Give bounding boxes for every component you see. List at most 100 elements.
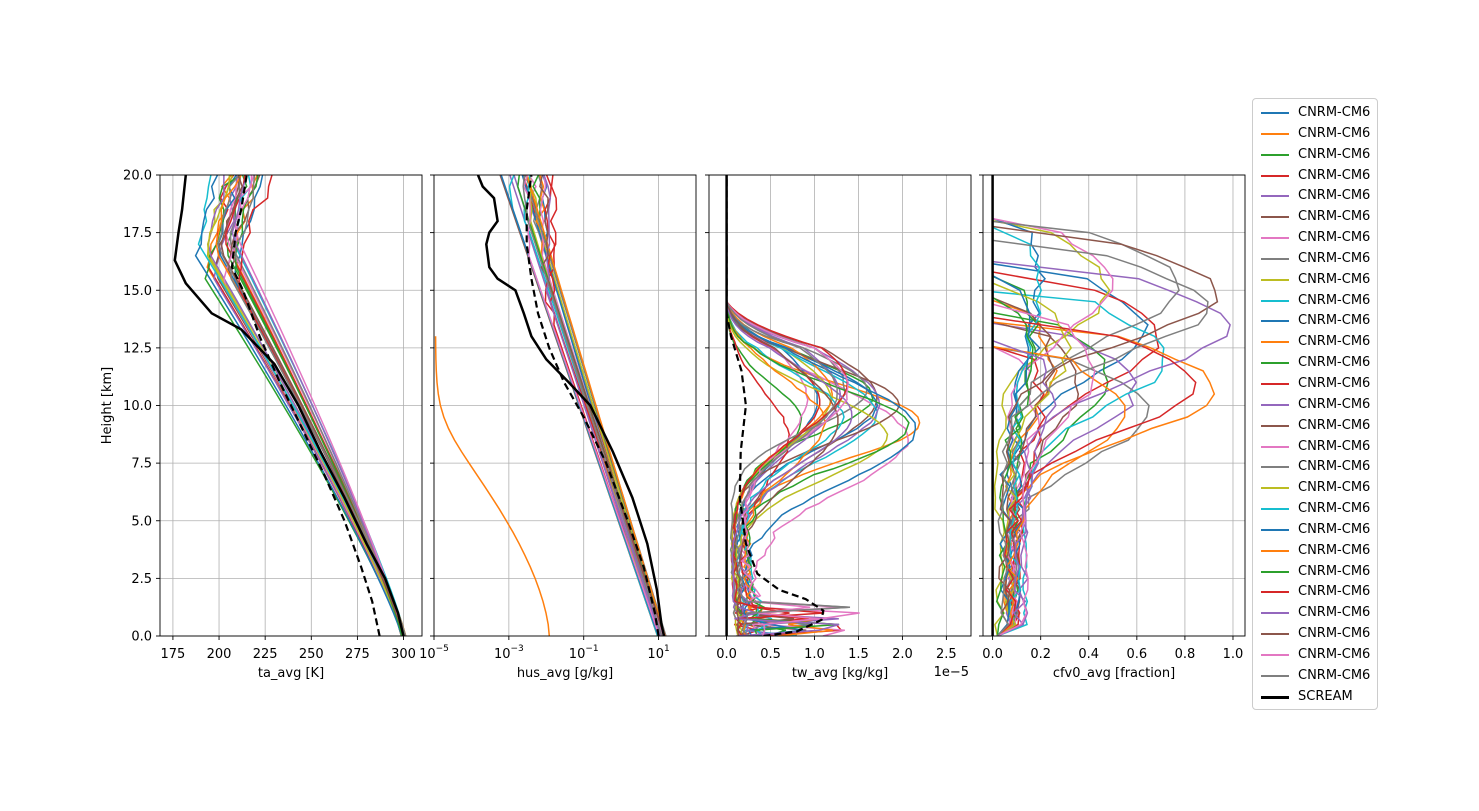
model-line (725, 175, 843, 636)
x-tick-label: 2.0 (892, 647, 913, 662)
legend-swatch (1261, 153, 1289, 156)
panel-tw: 0.0 0.5 1.0 1.5 2.0 2.5 tw_avg [kg/kg] 1e−5 (705, 174, 972, 681)
x-tick-label: 300 (391, 647, 416, 662)
legend-item: CNRM-CM6 (1253, 103, 1377, 124)
legend-item: CNRM-CM6 (1253, 395, 1377, 416)
y-tick-label: 5.0 (131, 514, 152, 529)
model-line (991, 175, 1096, 636)
legend-swatch (1261, 445, 1289, 448)
x-tick-label: 0.0 (982, 647, 1003, 662)
legend-swatch (1261, 341, 1289, 344)
obs-dashed-line (525, 175, 660, 636)
legend-swatch (1261, 278, 1289, 281)
legend-swatch (1261, 487, 1289, 490)
y-tick-label: 2.5 (131, 572, 152, 587)
model-line (235, 175, 405, 636)
scream-line (476, 175, 666, 636)
legend-label: CNRM-CM6 (1298, 626, 1371, 642)
model-line (991, 175, 1057, 636)
model-line (991, 175, 1231, 636)
x-axis-label: ta_avg [K] (258, 666, 324, 681)
legend-label: CNRM-CM6 (1298, 501, 1371, 517)
model-line (194, 175, 403, 636)
y-tick-label: 12.5 (123, 341, 152, 356)
y-tick-label: 0.0 (131, 630, 152, 645)
x-axis-label: tw_avg [kg/kg] (792, 666, 888, 681)
x-tick-label: 0.4 (1078, 647, 1099, 662)
legend-label: CNRM-CM6 (1298, 375, 1371, 391)
legend-label: CNRM-CM6 (1298, 271, 1371, 287)
y-tick-label: 15.0 (123, 284, 152, 299)
legend-swatch (1261, 549, 1289, 552)
legend-swatch (1261, 403, 1289, 406)
x-tick-label: 10−1 (569, 644, 599, 662)
y-tick-label: 7.5 (131, 457, 152, 472)
legend-label: CNRM-CM6 (1298, 521, 1371, 537)
x-tick-label: 1.0 (1223, 647, 1244, 662)
model-line (522, 175, 660, 636)
legend-label: CNRM-CM6 (1298, 396, 1371, 412)
y-tick-label: 17.5 (123, 226, 152, 241)
model-lines (173, 175, 407, 636)
x-tick-label: 175 (161, 647, 186, 662)
x-tick-label: 250 (299, 647, 324, 662)
legend-item: CNRM-CM6 (1253, 666, 1377, 687)
model-line (725, 175, 853, 636)
x-offset-text: 1e−5 (934, 665, 969, 680)
legend-item: CNRM-CM6 (1253, 311, 1377, 332)
model-line (991, 175, 1041, 636)
legend-item: CNRM-CM6 (1253, 291, 1377, 312)
legend-item: SCREAM (1253, 687, 1377, 708)
legend-swatch (1261, 591, 1289, 594)
model-line (991, 175, 1126, 636)
x-tick-label: 0.5 (760, 647, 781, 662)
model-line (725, 175, 839, 636)
scream-line (173, 175, 405, 636)
model-line (434, 336, 551, 636)
x-axis-label: hus_avg [g/kg] (517, 666, 613, 681)
legend-item: CNRM-CM6 (1253, 332, 1377, 353)
legend-swatch (1261, 237, 1289, 240)
model-line (725, 175, 833, 636)
model-line (725, 175, 845, 636)
legend-label: CNRM-CM6 (1298, 292, 1371, 308)
model-lines (434, 175, 667, 636)
legend-swatch (1261, 257, 1289, 260)
legend-swatch (1261, 320, 1289, 323)
legend-swatch (1261, 570, 1289, 573)
legend-item: CNRM-CM6 (1253, 249, 1377, 270)
legend-swatch (1261, 612, 1289, 615)
panel-hus: 10−5 10−3 10−1 101 hus_avg [g/kg] (419, 174, 697, 681)
legend-swatch (1261, 653, 1289, 656)
legend-label: CNRM-CM6 (1298, 542, 1371, 558)
x-tick-label: 0.0 (716, 647, 737, 662)
legend-swatch (1261, 362, 1289, 365)
legend-item: CNRM-CM6 (1253, 582, 1377, 603)
model-line (725, 175, 889, 636)
x-tick-label: 0.6 (1126, 647, 1147, 662)
panel-cfv0: 0.0 0.2 0.4 0.6 0.8 1.0 cfv0_avg [fraction] (979, 174, 1246, 681)
legend-item: CNRM-CM6 (1253, 353, 1377, 374)
y-axis-label: Height [km] (100, 367, 115, 444)
legend-swatch (1261, 528, 1289, 531)
legend-label: CNRM-CM6 (1298, 667, 1371, 683)
model-line (991, 175, 1034, 636)
legend-item: CNRM-CM6 (1253, 270, 1377, 291)
x-tick-label: 0.8 (1175, 647, 1196, 662)
model-lines (991, 175, 1231, 636)
legend-label: CNRM-CM6 (1298, 188, 1371, 204)
model-line (991, 175, 1209, 636)
legend-label: CNRM-CM6 (1298, 438, 1371, 454)
legend-swatch (1261, 424, 1289, 427)
legend-item: CNRM-CM6 (1253, 166, 1377, 187)
legend-swatch (1261, 195, 1289, 198)
x-tick-label: 10−5 (419, 644, 449, 662)
legend-label: CNRM-CM6 (1298, 417, 1371, 433)
x-tick-label: 0.2 (1030, 647, 1051, 662)
model-line (991, 175, 1180, 636)
legend-item: CNRM-CM6 (1253, 374, 1377, 395)
legend-label: CNRM-CM6 (1298, 146, 1371, 162)
legend-label: CNRM-CM6 (1298, 209, 1371, 225)
legend-swatch (1261, 633, 1289, 636)
legend-item: CNRM-CM6 (1253, 478, 1377, 499)
